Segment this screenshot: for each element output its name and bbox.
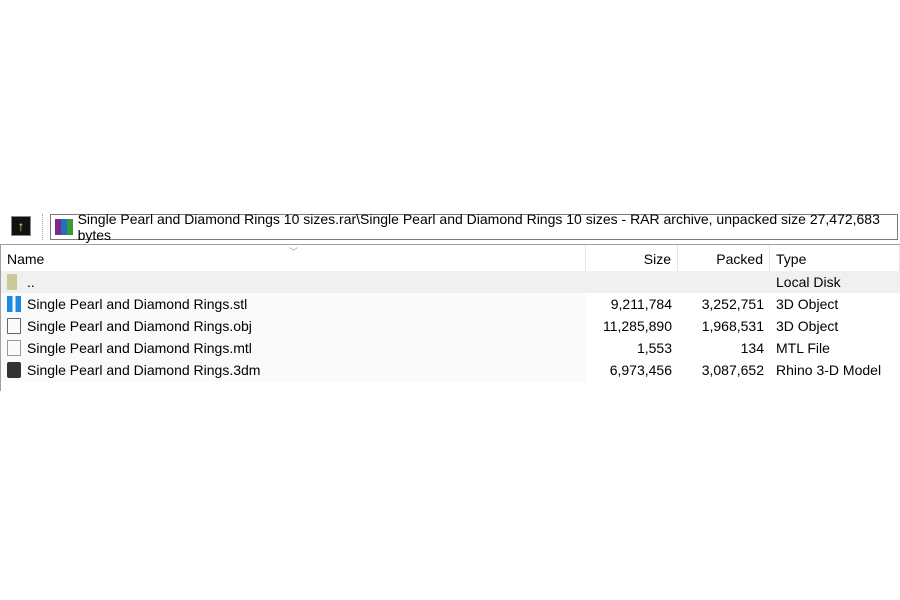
file-name: Single Pearl and Diamond Rings.mtl [27, 340, 252, 356]
file-type: Rhino 3-D Model [776, 362, 882, 378]
file-packed: 3,252,751 [701, 296, 764, 312]
file-type: 3D Object [776, 296, 839, 312]
toolbar: ↑ Single Pearl and Diamond Rings 10 size… [0, 210, 900, 244]
file-packed: 3,087,652 [701, 362, 764, 378]
stl-file-icon [7, 296, 21, 312]
file-packed: 1,968,531 [701, 318, 764, 334]
file-icon [7, 340, 21, 356]
file-size: 6,973,456 [609, 362, 672, 378]
table-row[interactable]: Single Pearl and Diamond Rings.3dm 6,973… [1, 359, 900, 381]
table-row[interactable]: Single Pearl and Diamond Rings.obj 11,28… [1, 315, 900, 337]
column-header-packed[interactable]: Packed [678, 245, 770, 271]
file-type: 3D Object [776, 318, 839, 334]
file-list: ﹀ Name Size Packed Type .. Local Disk Si… [0, 244, 900, 391]
obj-file-icon [7, 318, 21, 334]
file-packed: 134 [740, 340, 764, 356]
file-name: Single Pearl and Diamond Rings.3dm [27, 362, 261, 378]
rar-archive-icon [55, 219, 73, 235]
file-packed [678, 271, 770, 293]
column-headers: Name Size Packed Type [1, 245, 900, 271]
file-size: 9,211,784 [610, 296, 672, 312]
file-size: 1,553 [636, 340, 672, 356]
table-row[interactable]: .. Local Disk [1, 271, 900, 293]
file-type: MTL File [776, 340, 830, 356]
file-type: Local Disk [776, 274, 841, 290]
file-name: Single Pearl and Diamond Rings.stl [27, 296, 248, 312]
up-folder-icon[interactable]: ↑ [11, 216, 31, 236]
table-row[interactable]: Single Pearl and Diamond Rings.mtl 1,553… [1, 337, 900, 359]
address-bar[interactable]: Single Pearl and Diamond Rings 10 sizes.… [50, 211, 898, 243]
table-row[interactable]: Single Pearl and Diamond Rings.stl 9,211… [1, 293, 900, 315]
file-size: 11,285,890 [602, 318, 672, 334]
rhino-file-icon [7, 362, 21, 378]
column-header-size[interactable]: Size [586, 245, 678, 271]
toolbar-grip [42, 214, 45, 240]
column-header-type[interactable]: Type [770, 245, 900, 271]
column-header-name[interactable]: Name [1, 245, 586, 271]
address-text: Single Pearl and Diamond Rings 10 sizes.… [77, 211, 880, 243]
file-size [586, 271, 678, 293]
file-name: .. [27, 274, 35, 290]
parent-folder-icon [7, 274, 17, 290]
sort-indicator-icon: ﹀ [289, 247, 299, 257]
file-name: Single Pearl and Diamond Rings.obj [27, 318, 252, 334]
